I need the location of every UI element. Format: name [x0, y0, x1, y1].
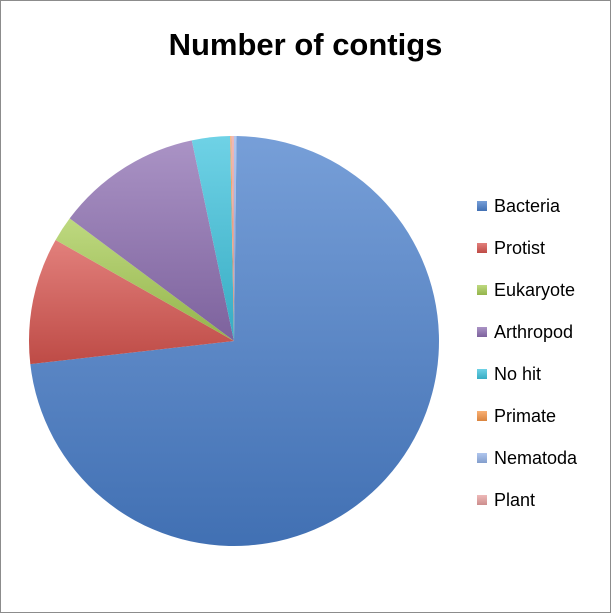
legend-swatch-plant: [477, 495, 487, 505]
legend-item-arthropod: Arthropod: [477, 311, 577, 353]
legend-item-nematoda: Nematoda: [477, 437, 577, 479]
pie-slice-eukaryote: [55, 218, 234, 341]
pie-slice-plant: [231, 136, 234, 341]
pie-slice-no-hit: [191, 136, 234, 341]
chart-legend: Bacteria Protist Eukaryote Arthropod No hit P…: [477, 185, 577, 521]
legend-label-plant: Plant: [494, 489, 536, 510]
legend-swatch-nematoda: [477, 453, 487, 463]
legend-swatch-bacteria: [477, 201, 487, 211]
legend-label-nematoda: Nematoda: [494, 447, 578, 468]
legend-label-protist: Protist: [494, 237, 546, 258]
legend-swatch-primate: [477, 411, 487, 421]
pie-slice-bacteria: [30, 136, 440, 547]
chart-title: Number of contigs: [168, 27, 443, 62]
legend-swatch-arthropod: [477, 327, 487, 337]
pie-slice-primate: [230, 136, 234, 341]
legend-item-plant: Plant: [477, 479, 577, 521]
legend-label-no-hit: No hit: [494, 363, 542, 384]
pie-slice-nematoda: [234, 136, 237, 341]
legend-label-arthropod: Arthropod: [494, 321, 574, 342]
legend-item-protist: Protist: [477, 227, 577, 269]
legend-item-bacteria: Bacteria: [477, 185, 577, 227]
pie-slice-arthropod: [69, 140, 235, 341]
legend-swatch-eukaryote: [477, 285, 487, 295]
legend-item-no-hit: No hit: [477, 353, 577, 395]
legend-label-primate: Primate: [494, 405, 557, 426]
legend-item-eukaryote: Eukaryote: [477, 269, 577, 311]
legend-item-primate: Primate: [477, 395, 577, 437]
legend-label-bacteria: Bacteria: [494, 195, 561, 216]
pie-slice-protist: [28, 239, 235, 365]
legend-label-eukaryote: Eukaryote: [494, 279, 576, 300]
legend-swatch-no-hit: [477, 369, 487, 379]
legend-swatch-protist: [477, 243, 487, 253]
